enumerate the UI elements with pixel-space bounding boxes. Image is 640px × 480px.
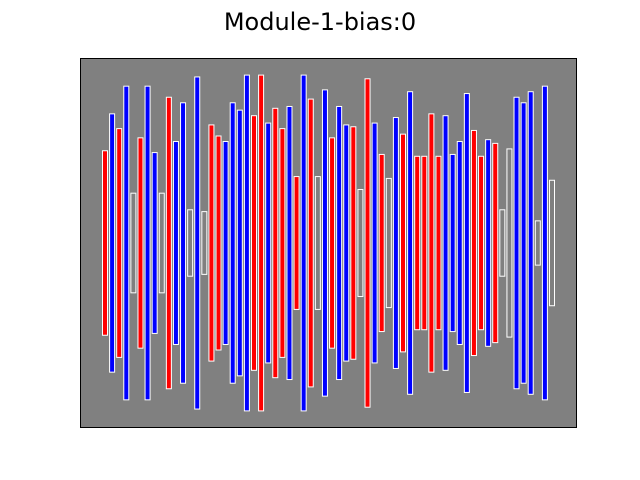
chart-bar	[371, 122, 378, 364]
chart-bar	[102, 150, 108, 336]
chart-bar	[293, 176, 300, 310]
chart-bar	[307, 98, 314, 388]
chart-bar	[364, 78, 371, 408]
chart-bar	[513, 96, 520, 390]
chart-bar	[243, 74, 250, 412]
chart-bar	[116, 128, 123, 358]
chart-bar	[456, 141, 463, 345]
chart-bar	[180, 102, 187, 384]
chart-bar	[470, 129, 477, 357]
chart-title: Module-1-bias:0	[223, 8, 417, 36]
chart-bar	[485, 139, 492, 347]
chart-bar	[442, 115, 449, 371]
chart-bar	[329, 137, 336, 349]
chart-bar	[421, 155, 428, 331]
chart-bar	[194, 76, 201, 410]
chart-bar	[144, 85, 151, 401]
chart-bar	[215, 135, 222, 351]
chart-bar	[378, 153, 385, 333]
chart-bar	[130, 192, 137, 294]
chart-bar	[187, 209, 194, 277]
chart-bar	[541, 85, 548, 401]
chart-bar	[414, 155, 421, 331]
chart-bar	[314, 176, 321, 310]
chart-bar	[392, 117, 399, 369]
chart-bar	[279, 128, 286, 358]
chart-bar	[251, 115, 257, 371]
chart-bar	[428, 113, 435, 373]
chart-bar	[151, 152, 158, 334]
chart-bar	[208, 124, 215, 362]
chart-bar	[265, 122, 272, 364]
chart-bar	[499, 209, 506, 277]
chart-bar	[236, 109, 243, 377]
chart-bar	[350, 126, 357, 360]
chart-bar	[478, 155, 485, 331]
chart-bar	[272, 107, 279, 379]
chart-bar	[321, 89, 328, 397]
chart-bar	[549, 179, 555, 307]
chart-bar	[385, 177, 392, 309]
chart-bar	[286, 105, 293, 381]
chart-bar	[506, 148, 513, 338]
chart-bar	[534, 220, 541, 266]
chart-bar	[123, 85, 130, 401]
chart-bar	[407, 91, 414, 395]
chart-bar	[201, 211, 208, 275]
chart-bar	[300, 74, 307, 412]
chart-bar	[463, 93, 470, 393]
chart-bar	[109, 113, 116, 373]
chart-bar	[172, 141, 179, 345]
chart-bar	[400, 133, 406, 353]
chart-bar	[229, 102, 236, 384]
chart-bar	[336, 105, 343, 381]
chart-bar	[137, 137, 144, 349]
chart-bar	[435, 155, 442, 331]
axes-frame	[80, 58, 577, 428]
chart-bar	[258, 74, 265, 412]
chart-bar	[449, 153, 456, 333]
chart-bar	[492, 142, 499, 344]
chart-bar	[165, 96, 172, 390]
chart-bar	[527, 91, 534, 395]
chart-bar	[520, 102, 527, 384]
chart-bar	[357, 189, 364, 298]
chart-bar	[158, 192, 165, 294]
bars-layer	[102, 74, 555, 412]
chart-bar	[222, 141, 229, 345]
chart-bar	[343, 124, 350, 362]
